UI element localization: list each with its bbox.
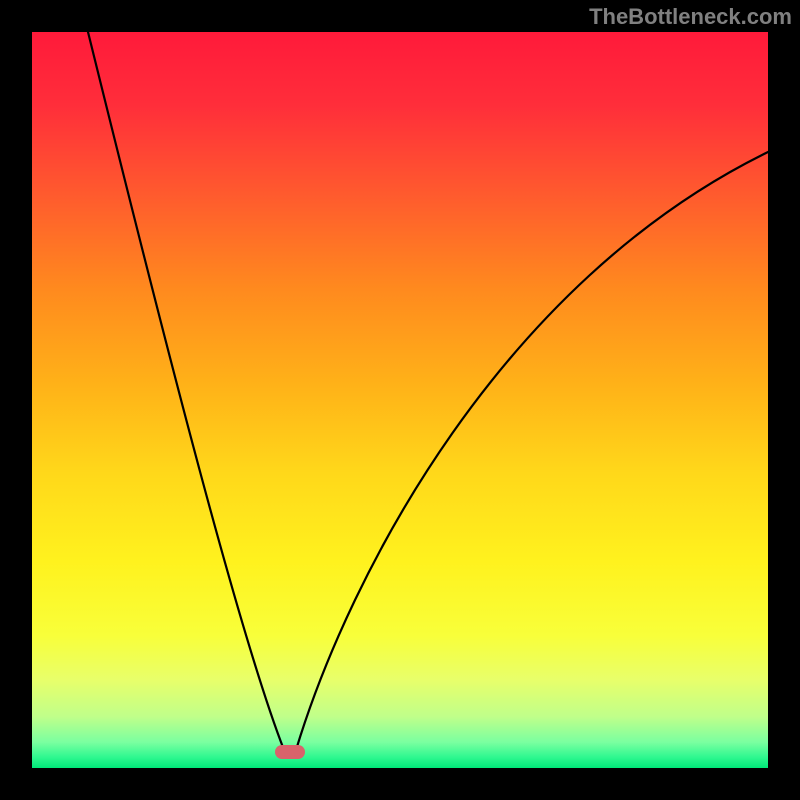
plot-area xyxy=(32,32,768,768)
curve-left-branch xyxy=(88,32,284,750)
curve-right-branch xyxy=(296,152,768,750)
chart-container: TheBottleneck.com xyxy=(0,0,800,800)
bottleneck-curve xyxy=(32,32,768,768)
optimum-marker xyxy=(275,745,305,759)
watermark-text: TheBottleneck.com xyxy=(589,4,792,30)
